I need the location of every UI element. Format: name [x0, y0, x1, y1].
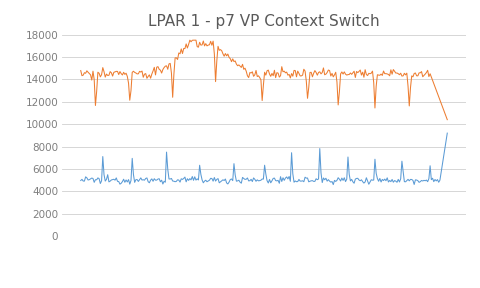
Title: LPAR 1 - p7 VP Context Switch: LPAR 1 - p7 VP Context Switch	[148, 14, 380, 29]
